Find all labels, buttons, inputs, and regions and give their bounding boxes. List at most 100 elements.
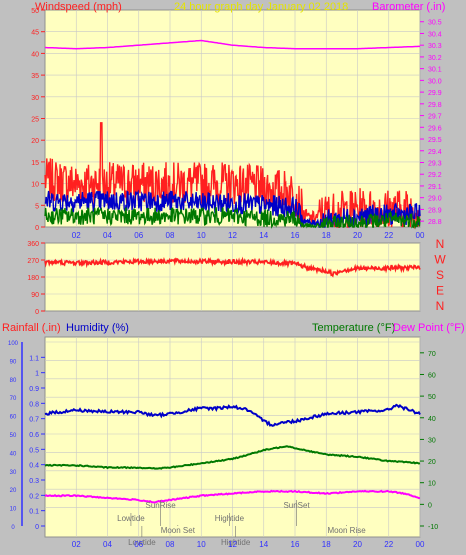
humidity-y-tick-label: 40 [10,451,17,457]
compass-label: N [436,237,445,251]
rainfall-y-tick-label: 0 [35,524,39,531]
temperature-y-tick-label: 60 [428,372,436,379]
windspeed-axis-label: Windspeed (mph) [35,1,122,13]
rainfall-axis-label: Rainfall (.in) [2,322,61,334]
compass-label: S [436,268,444,282]
wind-x-tick-label: 04 [103,231,112,240]
barometer-y-tick-label: 30.5 [428,20,442,27]
wind-x-tick-label: 00 [416,231,425,240]
rainfall-y-tick-label: 0.3 [29,478,39,485]
humidity-y-tick-label: 90 [10,359,17,365]
rainfall-y-tick-label: 1 [35,371,39,378]
temperature-y-axis: -10 0 10 20 30 40 50 60 70 [420,351,438,531]
wind-y-tick-label: 30 [31,95,39,102]
humidity-y-tick-label: 20 [10,488,17,494]
wind-x-axis: 02 04 06 08 10 12 14 16 18 20 22 00 [72,231,425,240]
direction-line [44,256,421,278]
barometer-y-tick-label: 29.8 [428,102,442,109]
humidity-x-tick-label: 16 [291,540,300,549]
wind-x-tick-label: 16 [291,231,300,240]
wind-series-wind_avg [44,189,421,228]
astro-event-label: Hightide [221,538,251,547]
wind-y-tick-label: 25 [31,117,39,124]
humidity-series-humidity [44,403,421,427]
wind-y-tick-label: 15 [31,160,39,167]
humidity-y-axis: 0 10 20 30 40 50 60 70 80 90 100 [8,341,23,531]
wind-y-tick-label: 20 [31,138,39,145]
rainfall-y-tick-label: 0.9 [29,386,39,393]
astro-event-label: Lowtide [117,514,145,523]
humidity-x-tick-label: 08 [166,540,175,549]
temperature-y-tick-label: 20 [428,459,436,466]
wind-series-wind_min [44,206,421,230]
humidity-x-tick-label: 22 [384,540,393,549]
temperature-y-tick-label: 30 [428,437,436,444]
humidity-y-tick-label: 0 [11,525,15,531]
wind-x-tick-label: 22 [384,231,393,240]
wind-x-tick-label: 06 [134,231,143,240]
rainfall-y-tick-label: 0.5 [29,447,39,454]
wind-y-tick-label: 50 [31,8,39,15]
humidity-x-tick-label: 10 [197,540,206,549]
wind-y-tick-label: 10 [31,182,39,189]
astro-event-label: Moon Rise [327,526,366,535]
temperature-y-tick-label: 50 [428,394,436,401]
barometer-y-tick-label: 29.0 [428,196,442,203]
barometer-line [44,39,420,50]
humidity-y-tick-label: 30 [10,470,17,476]
humidity-y-tick-label: 70 [10,396,17,402]
direction-y-axis: 0 90 180 270 360 [27,241,45,316]
wind-y-tick-label: 40 [31,51,39,58]
wind-x-tick-label: 10 [197,231,206,240]
humidity-x-tick-label: 00 [416,540,425,549]
rainfall-y-tick-label: 0.1 [29,509,39,516]
wind-y-tick-label: 0 [35,225,39,232]
barometer-y-tick-label: 28.9 [428,207,442,214]
barometer-y-tick-label: 29.7 [428,114,442,121]
wind-x-tick-label: 12 [228,231,237,240]
compass-label: E [436,284,444,298]
humidity-series-temperature [44,445,421,470]
wind-series-group [44,39,421,230]
astro-event-label: Hightide [215,514,245,523]
direction-y-tick-label: 180 [27,275,39,282]
direction-gridlines [45,243,421,311]
rainfall-y-tick-label: 0.8 [29,401,39,408]
humidity-y-tick-label: 80 [10,378,17,384]
humidity-temperature-panel: SunRise SunSet Lowtide Hightide Moon Set Moon… [2,322,465,549]
compass-label: W [434,253,446,267]
humidity-x-tick-label: 20 [353,540,362,549]
temperature-y-tick-label: 10 [428,481,436,488]
barometer-axis-label: Barometer (.in) [372,1,445,13]
temperature-axis-label: Temperature (°F) [312,322,395,334]
direction-series-group [44,256,421,278]
wind-x-tick-label: 20 [353,231,362,240]
rainfall-y-tick-label: 0.7 [29,417,39,424]
wind-x-tick-label: 14 [259,231,268,240]
rainfall-y-tick-label: 1.1 [29,355,39,362]
wind-x-tick-label: 18 [322,231,331,240]
humidity-x-tick-label: 06 [134,540,143,549]
humidity-x-tick-label: 04 [103,540,112,549]
humidity-axis-label: Humidity (%) [66,322,129,334]
barometer-y-tick-label: 30.4 [428,31,442,38]
rainfall-y-tick-label: 0.6 [29,432,39,439]
humidity-x-tick-label: 18 [322,540,331,549]
wind-x-tick-label: 02 [72,231,81,240]
barometer-y-tick-label: 30.3 [428,43,442,50]
wind-y-axis: 0 5 10 15 20 25 30 35 40 45 50 [31,8,45,232]
barometer-y-tick-label: 29.9 [428,90,442,97]
barometer-y-tick-label: 29.4 [428,149,442,156]
rainfall-y-tick-label: 0.2 [29,493,39,500]
barometer-y-tick-label: 29.1 [428,184,442,191]
humidity-x-tick-label: 02 [72,540,81,549]
wind-y-tick-label: 5 [35,203,39,210]
barometer-y-tick-label: 29.2 [428,172,442,179]
astro-event-label: SunSet [283,501,310,510]
rainfall-y-axis: 0 0.1 0.2 0.3 0.4 0.5 0.6 0.7 0.8 0.9 1 1.1 [29,355,45,531]
wind-barometer-panel: 0 5 10 15 20 25 30 35 40 45 50 28.8 28.9 29.0 29.1 29.… [31,1,445,240]
humidity-x-tick-label: 12 [228,540,237,549]
temperature-y-tick-label: 70 [428,351,436,358]
